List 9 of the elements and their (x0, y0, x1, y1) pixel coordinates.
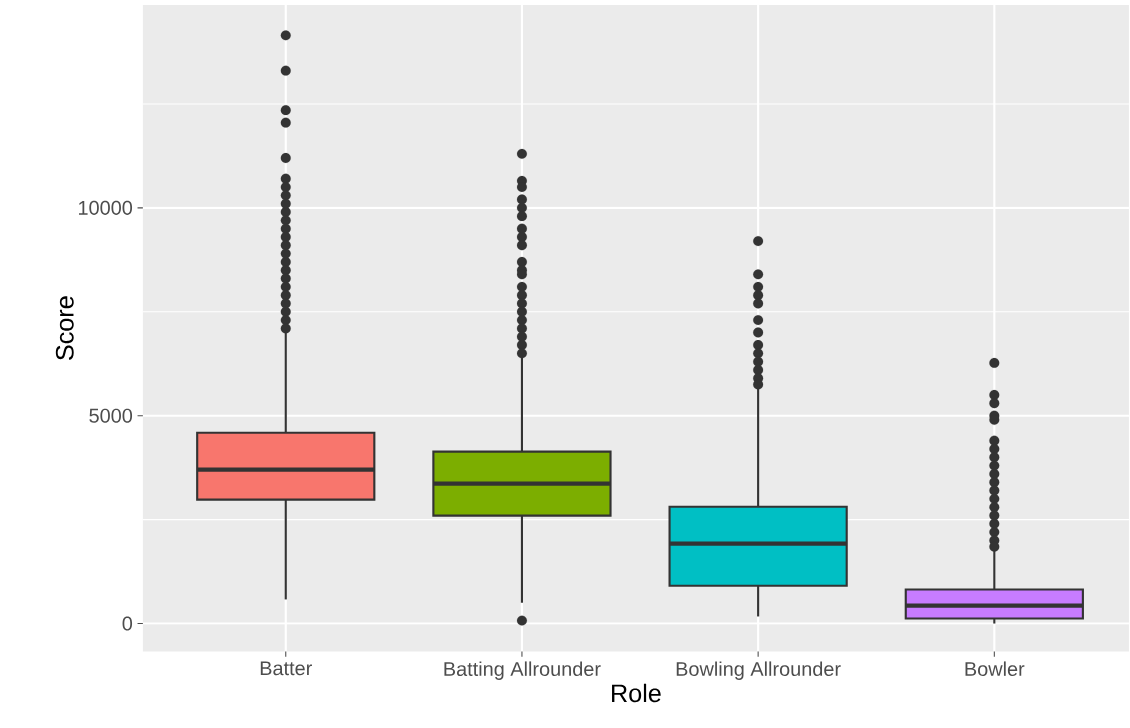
y-axis-title: Score (55, 296, 74, 360)
x-tick-label: Bowler (965, 661, 1025, 676)
y-tick-label: 10000 (79, 200, 133, 215)
y-tick-label: 5000 (89, 408, 133, 423)
x-tick-label: Batting Allrounder (444, 661, 601, 680)
x-axis-title: Role (612, 683, 661, 703)
x-tick-label: Batter (260, 661, 312, 676)
y-tick-label: 0 (122, 616, 133, 631)
x-tick-label: Bowling Allrounder (676, 661, 841, 680)
